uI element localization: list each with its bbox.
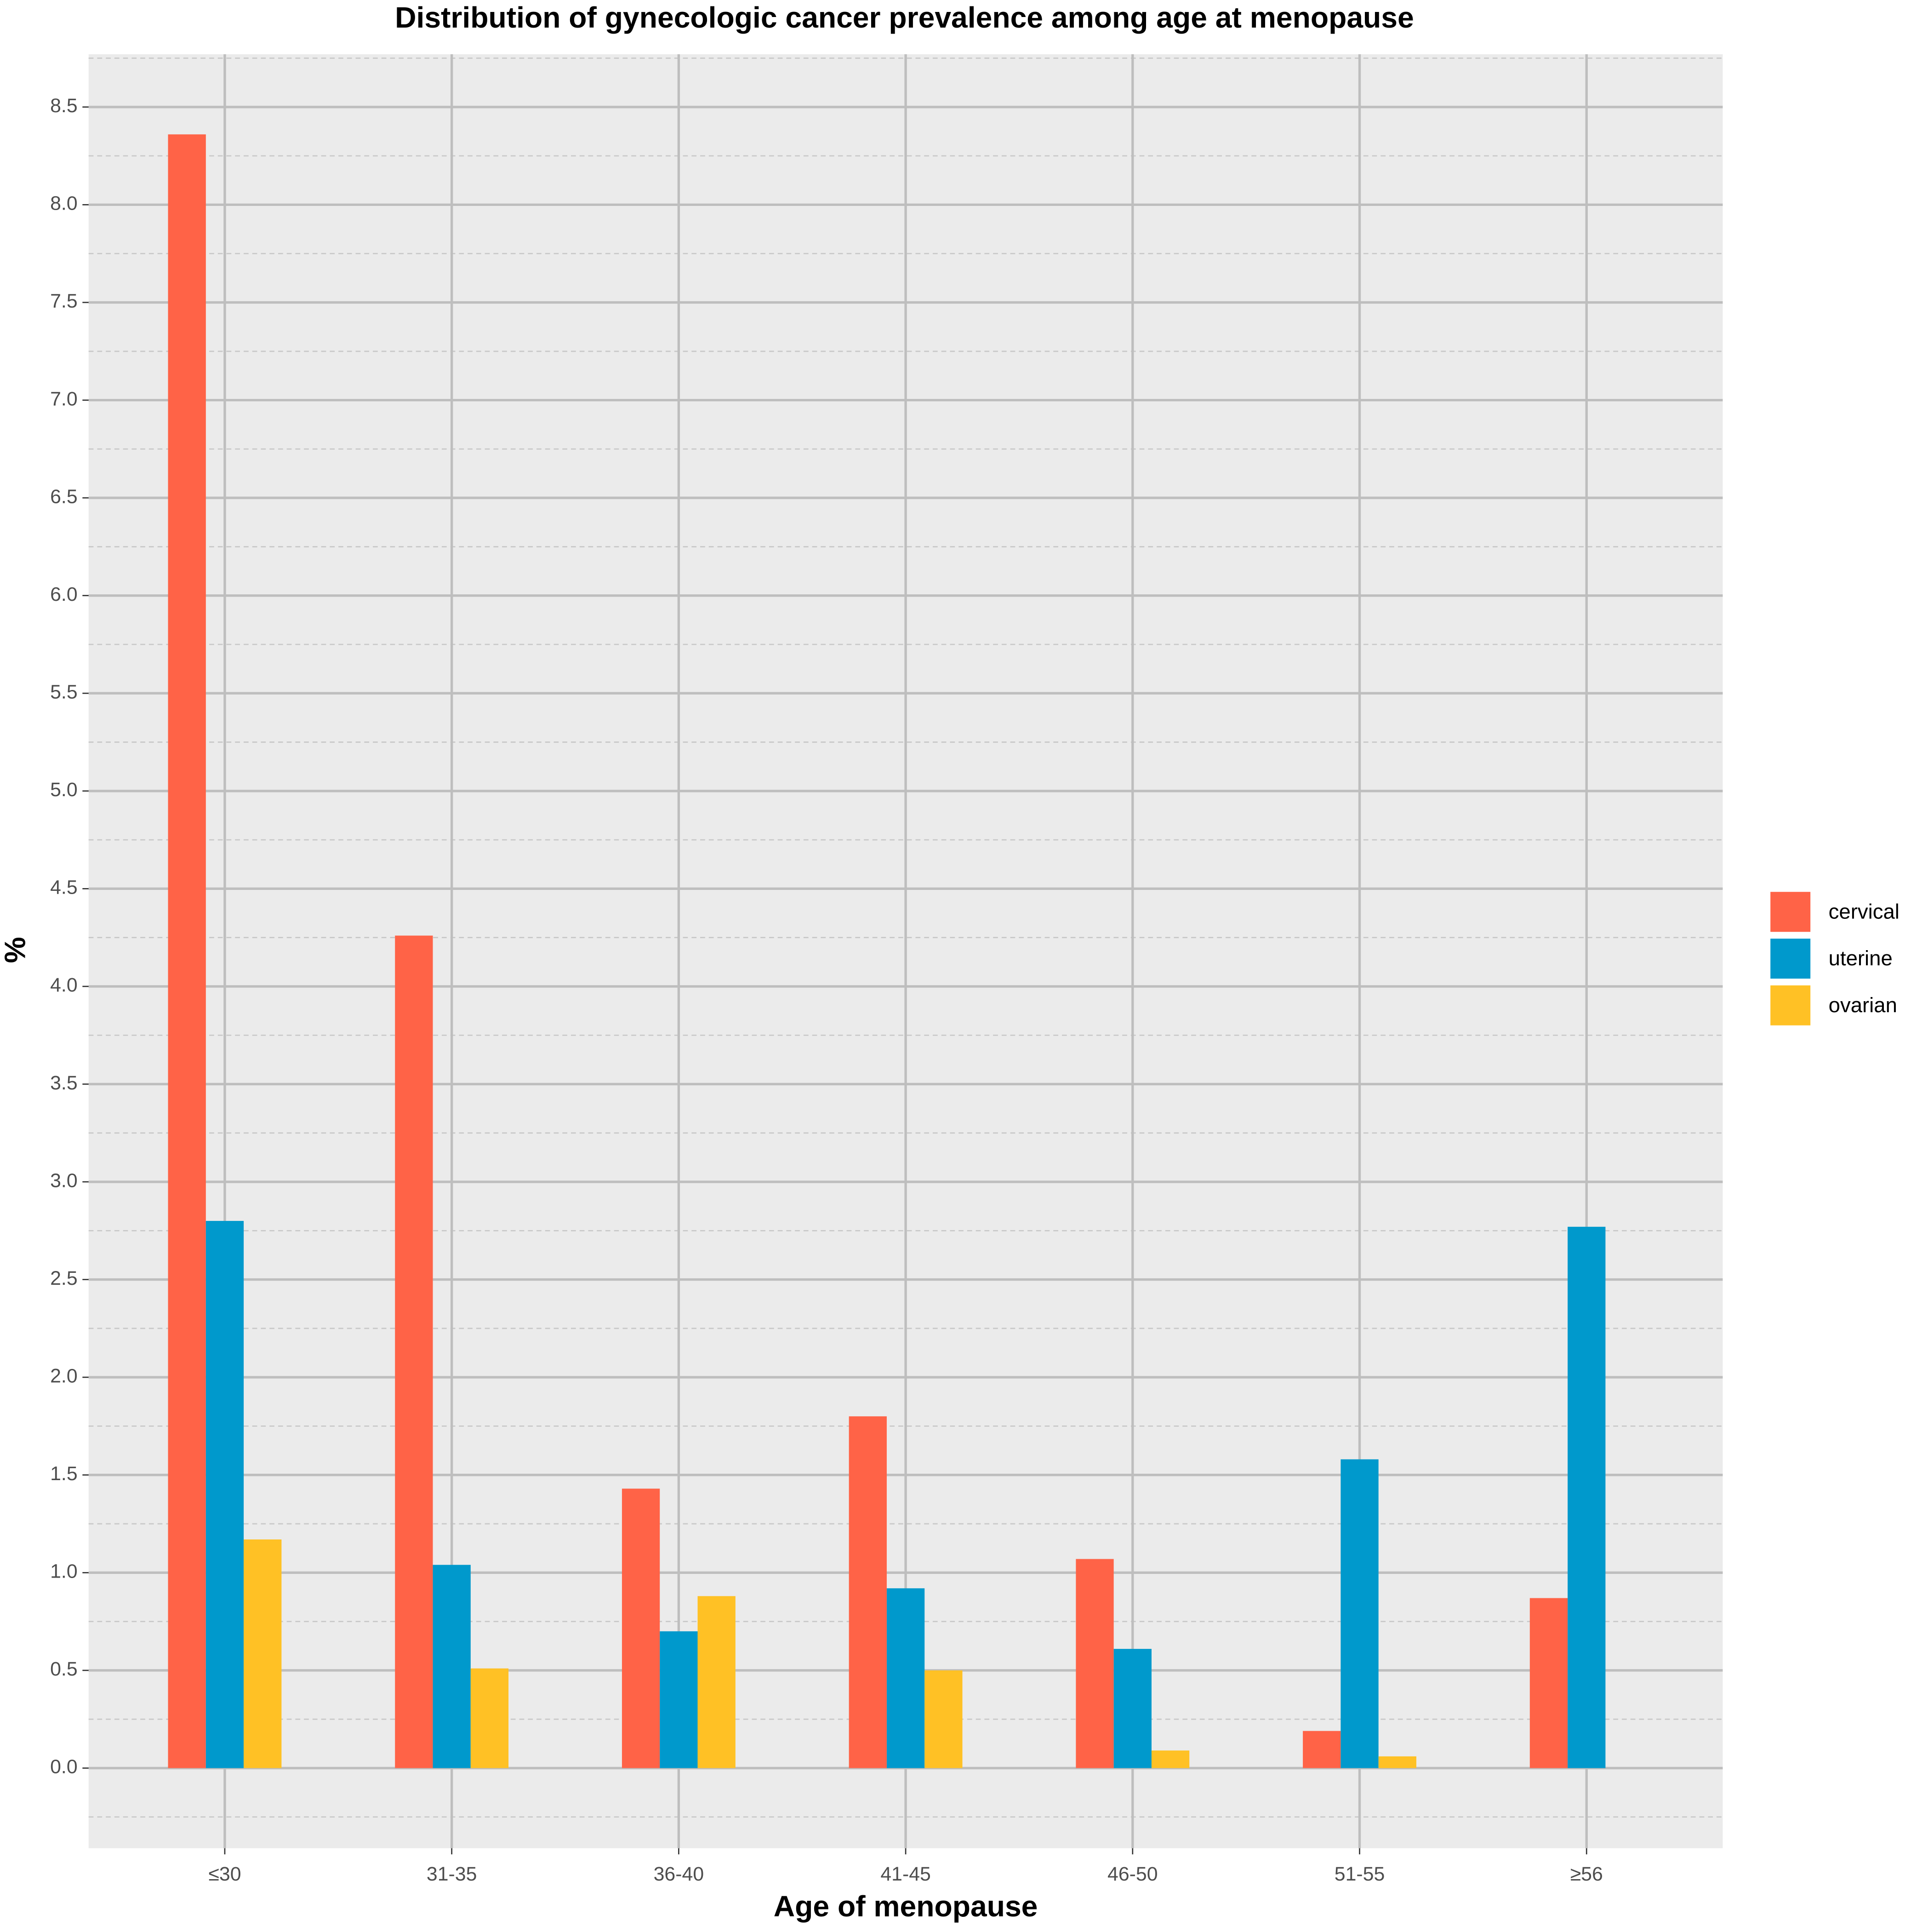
bar xyxy=(924,1670,963,1768)
y-tick-label: 0.5 xyxy=(50,1658,78,1680)
bar xyxy=(395,935,433,1768)
bar xyxy=(168,134,206,1768)
y-tick-label: 0.0 xyxy=(50,1756,78,1778)
x-tick-label: 51-55 xyxy=(1335,1863,1385,1885)
y-tick-label: 5.0 xyxy=(50,779,78,801)
y-axis-label: % xyxy=(0,937,31,963)
y-tick-label: 4.5 xyxy=(50,877,78,899)
y-tick-label: 2.5 xyxy=(50,1267,78,1289)
bar xyxy=(849,1416,887,1768)
legend-label: uterine xyxy=(1829,946,1893,970)
y-tick-label: 1.0 xyxy=(50,1561,78,1583)
bar xyxy=(1151,1750,1190,1768)
bar xyxy=(1076,1559,1114,1768)
y-tick-label: 8.5 xyxy=(50,95,78,117)
y-tick-label: 6.0 xyxy=(50,583,78,605)
x-tick-label: 41-45 xyxy=(880,1863,931,1885)
bar xyxy=(205,1221,244,1768)
bar xyxy=(1113,1649,1152,1768)
legend-key xyxy=(1768,890,1813,934)
y-tick-label: 3.0 xyxy=(50,1169,78,1191)
legend-key xyxy=(1768,936,1813,980)
y-tick-label: 2.0 xyxy=(50,1365,78,1387)
y-tick-label: 4.0 xyxy=(50,974,78,996)
bar xyxy=(886,1588,925,1768)
bar xyxy=(660,1631,698,1768)
bar xyxy=(622,1488,660,1768)
legend-label: cervical xyxy=(1829,900,1900,923)
x-axis-label: Age of menopause xyxy=(774,1890,1038,1923)
y-tick-label: 3.5 xyxy=(50,1072,78,1094)
bar xyxy=(1341,1459,1379,1768)
legend-label: ovarian xyxy=(1829,993,1897,1017)
bar xyxy=(244,1539,282,1768)
bar xyxy=(1529,1598,1568,1768)
y-tick-label: 7.5 xyxy=(50,290,78,312)
bar xyxy=(1568,1226,1606,1768)
y-tick-label: 5.5 xyxy=(50,681,78,703)
y-tick-label: 8.0 xyxy=(50,193,78,215)
grid xyxy=(88,54,1723,1848)
x-tick-label: ≥56 xyxy=(1570,1863,1603,1885)
x-tick-label: 31-35 xyxy=(427,1863,477,1885)
x-tick-label: ≤30 xyxy=(208,1863,241,1885)
legend-key xyxy=(1768,983,1813,1027)
y-tick-label: 7.0 xyxy=(50,388,78,410)
bar xyxy=(1378,1756,1416,1768)
y-tick-label: 6.5 xyxy=(50,485,78,507)
x-tick-label: 46-50 xyxy=(1107,1863,1158,1885)
marks xyxy=(168,134,1606,1768)
y-tick-label: 1.5 xyxy=(50,1463,78,1485)
bar xyxy=(697,1596,736,1768)
bar xyxy=(433,1565,471,1768)
chart-title: Distribution of gynecologic cancer preva… xyxy=(395,1,1414,34)
bar xyxy=(1303,1731,1341,1768)
bar xyxy=(470,1668,509,1768)
x-tick-label: 36-40 xyxy=(654,1863,704,1885)
